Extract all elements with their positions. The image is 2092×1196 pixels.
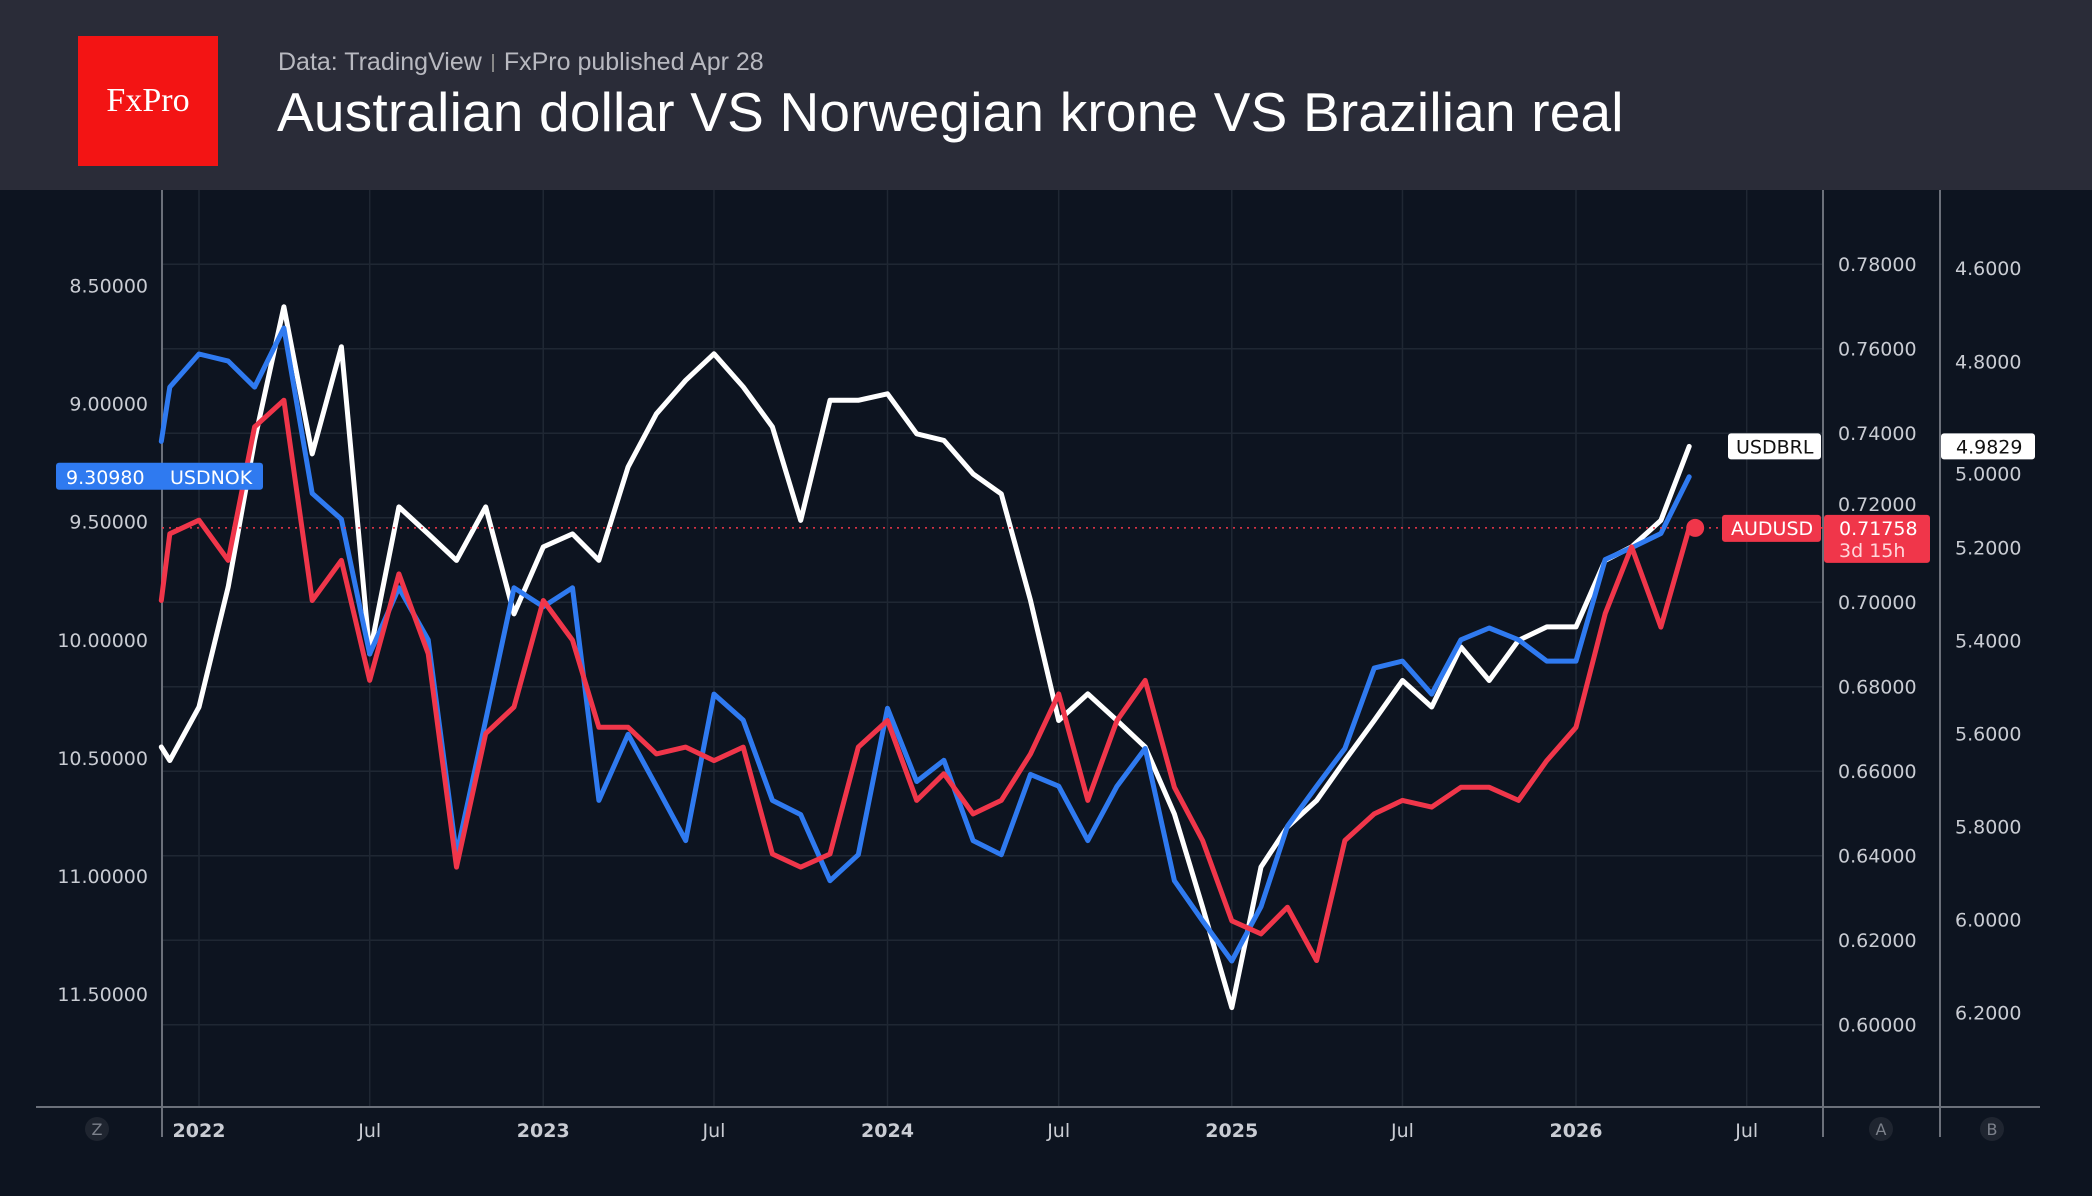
usdbrl-tag xyxy=(1728,433,1821,460)
right-b-tick-label: 5.8000 xyxy=(1955,817,2021,839)
right-b-tick-label: 5.4000 xyxy=(1955,630,2021,652)
published-date: FxPro published Apr 28 xyxy=(503,48,764,76)
axis-letter-badge xyxy=(85,1117,109,1141)
right-a-tick-label: 0.66000 xyxy=(1838,761,1917,783)
audusd-last-value: 0.71758 xyxy=(1839,518,1918,540)
right-b-tick-label: 6.0000 xyxy=(1955,910,2021,932)
left-tick-label: 10.50000 xyxy=(57,748,148,770)
audusd-countdown: 3d 15h xyxy=(1839,540,1905,562)
left-tick-label: 11.00000 xyxy=(57,866,148,888)
usdbrl-last-value: 4.9829 xyxy=(1956,436,2022,458)
axis-letter: A xyxy=(1876,1120,1887,1139)
left-tick-label: 9.50000 xyxy=(69,512,148,534)
right-b-tick-label: 4.8000 xyxy=(1955,351,2021,373)
axis-letter: Z xyxy=(92,1120,103,1139)
axis-letter: B xyxy=(1987,1120,1998,1139)
fxpro-logo: FxPro xyxy=(78,36,218,166)
x-tick-label: 2022 xyxy=(173,1120,226,1142)
right-b-tick-label: 5.2000 xyxy=(1955,537,2021,559)
x-tick-label: Jul xyxy=(1046,1120,1070,1142)
right-a-tick-label: 0.70000 xyxy=(1838,592,1917,614)
left-tick-label: 11.50000 xyxy=(57,984,148,1006)
right-a-tick-label: 0.72000 xyxy=(1838,494,1917,516)
usdnok-tag-name: USDNOK xyxy=(170,467,253,489)
x-tick-label: Jul xyxy=(1734,1120,1758,1142)
right-a-tick-label: 0.78000 xyxy=(1838,254,1917,276)
right-a-tick-label: 0.76000 xyxy=(1838,339,1917,361)
series-line-usdbrl xyxy=(158,304,1692,1011)
axis-letter-badge xyxy=(1869,1117,1893,1141)
plot-background xyxy=(0,190,2092,1196)
series-line-audusd xyxy=(158,397,1692,963)
right-b-tick-label: 6.2000 xyxy=(1955,1003,2021,1025)
data-source: Data: TradingView xyxy=(278,48,482,76)
x-tick-label: 2025 xyxy=(1205,1120,1258,1142)
x-tick-label: Jul xyxy=(701,1120,725,1142)
series-line-usdnok xyxy=(158,325,1692,964)
meta-line: Data: TradingView FxPro published Apr 28 xyxy=(278,48,764,77)
right-a-tick-label: 0.74000 xyxy=(1838,423,1917,445)
x-tick-label: 2026 xyxy=(1550,1120,1603,1142)
right-a-tick-label: 0.62000 xyxy=(1838,930,1917,952)
x-tick-label: 2023 xyxy=(517,1120,570,1142)
x-tick-label: Jul xyxy=(1390,1120,1414,1142)
separator xyxy=(491,54,494,72)
chart-title: Australian dollar VS Norwegian krone VS … xyxy=(277,81,1624,143)
left-tick-label: 10.00000 xyxy=(57,630,148,652)
header: FxPro Data: TradingView FxPro published A… xyxy=(0,0,2092,190)
right-a-tick-label: 0.68000 xyxy=(1838,677,1917,699)
usdnok-last-value: 9.30980 xyxy=(66,467,145,489)
right-a-tick-label: 0.64000 xyxy=(1838,846,1917,868)
x-tick-label: 2024 xyxy=(861,1120,914,1142)
usdbrl-tag-name: USDBRL xyxy=(1736,436,1814,458)
left-tick-label: 8.50000 xyxy=(69,276,148,298)
audusd-tag xyxy=(1722,514,1821,542)
left-tick-label: 9.00000 xyxy=(69,394,148,416)
usdbrl-value-tag xyxy=(1941,433,2035,460)
right-b-tick-label: 4.6000 xyxy=(1955,258,2021,280)
right-b-tick-label: 5.6000 xyxy=(1955,724,2021,746)
usdnok-tag xyxy=(56,462,263,490)
axis-letter-badge xyxy=(1980,1117,2004,1141)
x-tick-label: Jul xyxy=(357,1120,381,1142)
right-a-tick-label: 0.60000 xyxy=(1838,1015,1917,1037)
audusd-last-dot xyxy=(1686,518,1705,537)
right-b-tick-label: 5.0000 xyxy=(1955,463,2021,485)
audusd-value-tag xyxy=(1824,514,1930,563)
audusd-tag-name: AUDUSD xyxy=(1731,518,1813,540)
